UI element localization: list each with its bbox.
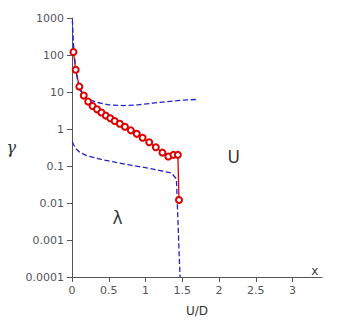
svg-text:0.01: 0.01 <box>40 197 65 210</box>
svg-text:0.1: 0.1 <box>47 160 65 173</box>
svg-text:0.001: 0.001 <box>33 234 65 247</box>
svg-text:0.0001: 0.0001 <box>26 271 65 284</box>
svg-text:λ: λ <box>113 208 123 228</box>
svg-text:1: 1 <box>57 123 64 136</box>
svg-text:0.5: 0.5 <box>100 284 118 297</box>
svg-text:3: 3 <box>289 284 296 297</box>
svg-text:1.5: 1.5 <box>174 284 192 297</box>
svg-text:0: 0 <box>69 284 76 297</box>
svg-text:100: 100 <box>43 49 64 62</box>
svg-text:1000: 1000 <box>36 12 64 25</box>
svg-text:1: 1 <box>142 284 149 297</box>
svg-text:x: x <box>311 264 318 278</box>
svg-text:10: 10 <box>50 86 64 99</box>
svg-text:U/D: U/D <box>186 304 208 318</box>
svg-text:2.5: 2.5 <box>247 284 264 297</box>
svg-text:2: 2 <box>216 284 223 297</box>
svg-text:γ: γ <box>6 138 16 157</box>
svg-text:U: U <box>228 147 240 167</box>
